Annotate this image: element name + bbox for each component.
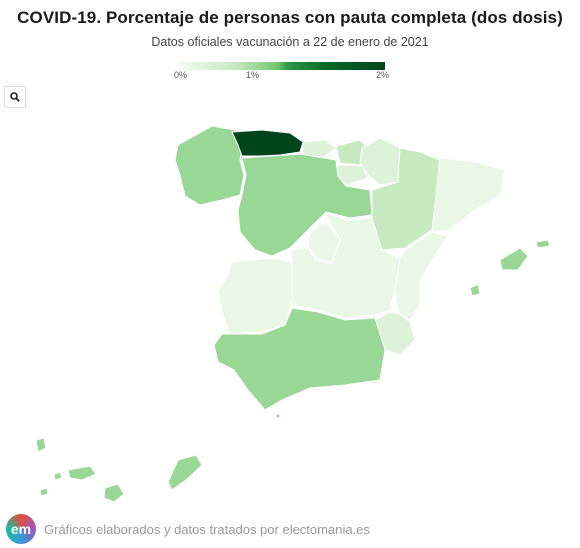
footer: em Gráficos elaborados y datos tratados … [6,514,370,544]
legend-gradient-bar [180,62,385,70]
legend-tick-1: 1% [246,70,260,80]
search-icon [10,92,20,102]
region-baleares-ibiza[interactable] [469,283,481,297]
legend-tick-0: 0% [174,70,188,80]
region-canarias-tenerife[interactable] [67,465,97,481]
region-madrid[interactable] [307,221,341,263]
spain-choropleth-map [35,125,551,503]
region-canarias-fuerteventura[interactable] [167,454,203,491]
region-galicia[interactable] [174,125,245,206]
region-valencia[interactable] [394,231,449,321]
credit-text: Gráficos elaborados y datos tratados por… [44,521,370,537]
region-castilla-la-mancha[interactable] [289,213,401,319]
region-canarias-la-gomera[interactable] [53,471,63,481]
electomania-logo: em [6,514,36,544]
region-baleares-menorca[interactable] [535,239,551,249]
region-castilla-y-leon[interactable] [237,153,373,257]
legend-tick-2: 2% [376,70,390,80]
page-subtitle: Datos oficiales vacunación a 22 de enero… [151,35,429,49]
region-asturias[interactable] [231,129,304,157]
region-cataluna[interactable] [431,157,506,233]
region-canarias-lanzarote[interactable] [35,437,47,453]
region-ceuta[interactable] [275,413,281,419]
region-canarias-el-hierro[interactable] [39,487,49,497]
region-aragon[interactable] [371,147,441,251]
region-andalucia[interactable] [213,307,386,411]
color-legend: 0% 1% 2% [174,60,389,82]
region-navarra[interactable] [359,137,401,186]
region-extremadura[interactable] [217,257,293,335]
page-title: COVID-19. Porcentaje de personas con pau… [17,8,563,27]
region-baleares-mallorca[interactable] [499,247,529,271]
zoom-button[interactable] [4,86,26,108]
region-canarias-gran-canaria[interactable] [103,483,125,503]
